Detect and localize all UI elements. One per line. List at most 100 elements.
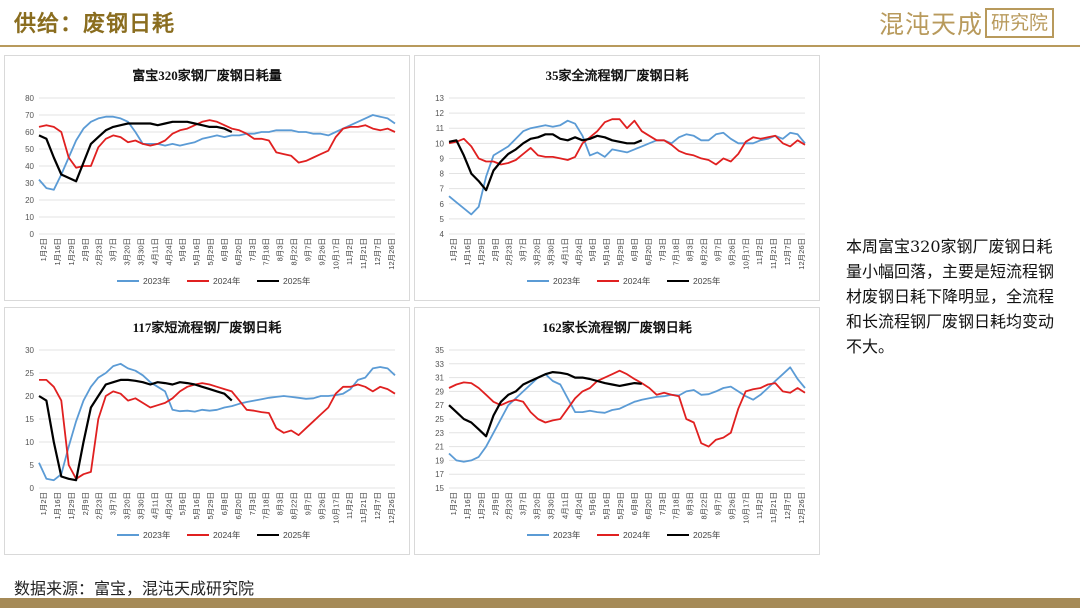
x-tick-label: 7月3日 (248, 492, 257, 515)
x-tick-label: 2月9日 (491, 238, 500, 261)
x-tick-label: 7月18日 (672, 238, 681, 266)
x-tick-label: 5月16日 (192, 492, 201, 520)
x-tick-label: 2月9日 (81, 238, 90, 261)
x-tick-label: 12月7日 (783, 492, 792, 520)
series-line-2023 (38, 114, 396, 191)
x-tick-label: 1月2日 (39, 492, 48, 515)
x-tick-label: 1月16日 (53, 238, 62, 266)
x-tick-label: 2月9日 (81, 492, 90, 515)
x-tick-label: 3月7日 (109, 492, 118, 515)
x-tick-label: 1月16日 (463, 492, 472, 520)
x-tick-label: 1月29日 (67, 238, 76, 266)
chart-title: 117家短流程钢厂废钢日耗 (133, 320, 282, 335)
y-tick-label: 11 (436, 124, 445, 133)
footer-bar (0, 598, 1080, 608)
chart-long-process-162: 162家长流程钢厂废钢日耗 15 17 19 21 23 25 27 29 31 33 35 1月2日 1… (435, 320, 806, 540)
y-tick-label: 35 (435, 346, 444, 355)
header-divider (0, 45, 1080, 47)
y-tick-label: 23 (435, 429, 444, 438)
series-line-2025 (38, 120, 233, 183)
x-tick-label: 11月21日 (769, 492, 778, 523)
x-tick-label: 5月6日 (588, 238, 597, 261)
series-line-2023 (448, 366, 806, 463)
legend-label-2025: 2025年 (283, 530, 311, 540)
x-tick-label: 6月8日 (630, 492, 639, 515)
x-tick-label: 1月2日 (449, 238, 458, 261)
x-tick-label: 7月3日 (248, 238, 257, 261)
x-tick-label: 3月20日 (533, 492, 542, 520)
x-tick-label: 6月8日 (220, 238, 229, 261)
y-tick-label: 27 (435, 401, 444, 410)
x-tick-label: 3月20日 (123, 238, 132, 266)
x-tick-label: 10月17日 (331, 492, 340, 524)
x-tick-label: 10月17日 (741, 238, 750, 270)
x-tick-label: 7月18日 (262, 492, 271, 520)
legend-label-2024: 2024年 (213, 530, 241, 540)
y-tick-label: 50 (25, 145, 34, 154)
x-tick-label: 1月29日 (67, 492, 76, 520)
x-tick-label: 11月21日 (359, 492, 368, 523)
x-tick-label: 9月7日 (303, 238, 312, 261)
legend-label-2023: 2023年 (143, 530, 171, 540)
x-tick-label: 8月22日 (700, 492, 709, 520)
chart-short-process-117: 117家短流程钢厂废钢日耗 0 5 10 15 20 25 30 1月2日 1月16日 1月29日 2… (25, 320, 396, 540)
x-tick-label: 3月7日 (519, 492, 528, 515)
x-tick-label: 2月9日 (491, 492, 500, 515)
x-tick-label: 5月6日 (588, 492, 597, 515)
x-tick-label: 9月26日 (317, 492, 326, 520)
x-tick-label: 11月2日 (755, 492, 764, 519)
y-tick-label: 19 (435, 456, 444, 465)
x-tick-label: 9月26日 (317, 238, 326, 266)
x-tick-label: 12月7日 (783, 238, 792, 266)
x-tick-label: 11月21日 (359, 238, 368, 269)
x-tick-label: 11月21日 (769, 238, 778, 269)
y-tick-label: 0 (30, 484, 35, 493)
x-tick-label: 4月24日 (574, 492, 583, 520)
x-tick-label: 7月18日 (672, 492, 681, 520)
x-tick-label: 6月20日 (234, 492, 243, 520)
legend-label-2023: 2023年 (553, 276, 581, 286)
x-tick-label: 12月7日 (373, 492, 382, 520)
x-tick-label: 10月17日 (741, 492, 750, 524)
x-tick-label: 7月3日 (658, 238, 667, 261)
x-tick-label: 6月8日 (220, 492, 229, 515)
summary-note: 本周富宝320家钢厂废钢日耗量小幅回落，主要是短流程钢材废钢日耗下降明显，全流程… (846, 237, 1055, 356)
y-tick-label: 20 (25, 392, 34, 401)
chart-panel-fubao-320: 富宝320家钢厂废钢日耗量 0 10 20 30 40 50 60 70 80 1月2日 1月16日 1… (4, 55, 410, 301)
x-tick-label: 4月11日 (560, 492, 569, 519)
legend-label-2025: 2025年 (693, 530, 721, 540)
x-tick-label: 10月17日 (331, 238, 340, 270)
y-tick-label: 33 (435, 360, 444, 369)
x-tick-label: 7月3日 (658, 492, 667, 515)
legend-label-2025: 2025年 (283, 276, 311, 286)
x-tick-label: 12月7日 (373, 238, 382, 266)
y-tick-label: 25 (435, 415, 444, 424)
x-tick-label: 3月30日 (136, 492, 145, 520)
x-tick-label: 8月3日 (276, 492, 285, 515)
x-tick-label: 3月7日 (109, 238, 118, 261)
x-tick-label: 4月24日 (164, 492, 173, 520)
x-tick-label: 3月7日 (519, 238, 528, 261)
y-tick-label: 30 (25, 179, 34, 188)
x-tick-label: 4月24日 (574, 238, 583, 266)
series-line-2024 (448, 369, 806, 448)
y-tick-label: 30 (25, 346, 34, 355)
y-tick-label: 17 (435, 470, 444, 479)
x-tick-label: 5月6日 (178, 492, 187, 515)
x-tick-label: 9月26日 (727, 492, 736, 520)
y-tick-label: 15 (435, 484, 444, 493)
y-tick-label: 5 (30, 461, 35, 470)
series-line-2023 (448, 119, 806, 216)
chart-panel-full-process-35: 35家全流程钢厂废钢日耗 4 5 6 7 8 9 10 11 12 13 1月2日 1月16日 1月29日… (414, 55, 820, 301)
x-tick-label: 1月2日 (449, 492, 458, 515)
x-tick-label: 5月6日 (178, 238, 187, 261)
y-tick-label: 31 (435, 374, 444, 383)
y-tick-label: 9 (440, 154, 445, 163)
legend-label-2024: 2024年 (623, 276, 651, 286)
x-tick-label: 12月26日 (387, 492, 396, 524)
x-tick-label: 1月16日 (463, 238, 472, 266)
x-tick-label: 2月23日 (505, 492, 514, 520)
series-line-2024 (38, 119, 396, 169)
y-tick-label: 60 (25, 128, 34, 137)
x-tick-label: 1月16日 (53, 492, 62, 520)
